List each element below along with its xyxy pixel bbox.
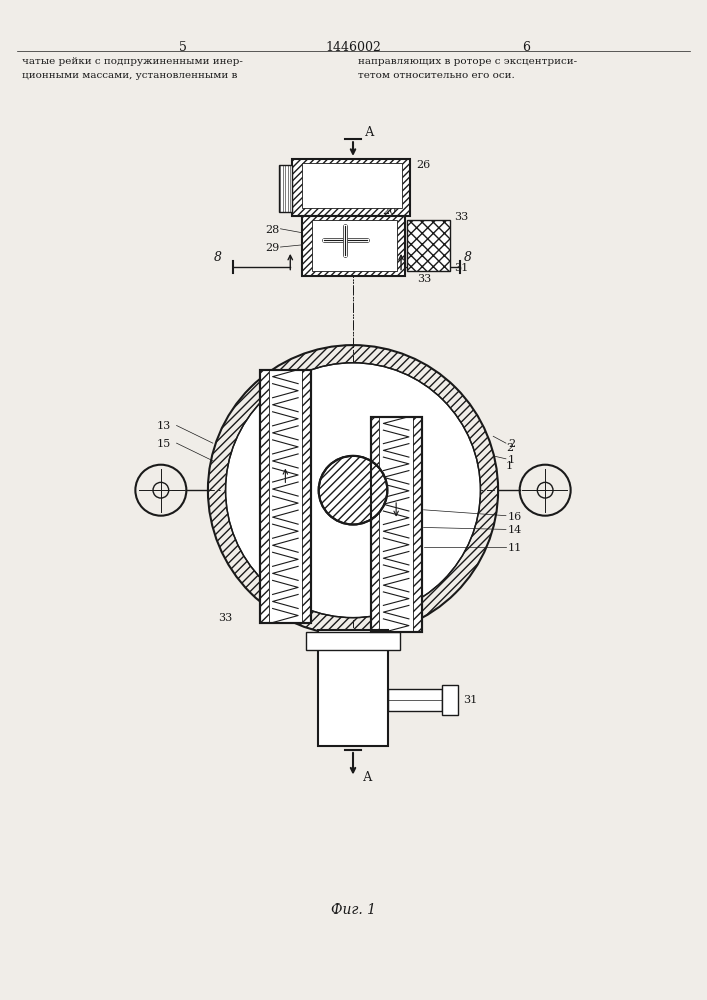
Bar — [312, 220, 397, 271]
Text: 11: 11 — [508, 543, 522, 553]
Bar — [302, 163, 402, 208]
Text: 20: 20 — [382, 206, 397, 216]
Bar — [370, 417, 421, 632]
Text: направляющих в роторе с эксцентриси-: направляющих в роторе с эксцентриси- — [358, 57, 577, 66]
Text: 28: 28 — [265, 225, 279, 235]
Text: 31: 31 — [454, 263, 468, 273]
Text: А: А — [363, 771, 373, 784]
Bar — [388, 689, 442, 711]
Text: А: А — [365, 126, 374, 139]
Text: 13: 13 — [157, 421, 171, 431]
Bar — [407, 220, 450, 271]
Text: Фиг. 1: Фиг. 1 — [330, 903, 375, 917]
Text: чатые рейки с подпружиненными инер-: чатые рейки с подпружиненными инер- — [22, 57, 243, 66]
Circle shape — [319, 456, 387, 525]
Bar — [292, 159, 410, 216]
Bar — [302, 370, 311, 623]
Text: 1: 1 — [508, 455, 515, 465]
Text: 8: 8 — [214, 251, 222, 264]
Bar — [292, 159, 410, 216]
Bar — [370, 417, 421, 632]
Text: 31: 31 — [463, 695, 477, 705]
Text: 32: 32 — [382, 236, 395, 245]
Text: 34: 34 — [370, 224, 383, 233]
Bar — [370, 417, 421, 632]
Bar — [370, 417, 380, 632]
Text: 5: 5 — [180, 41, 187, 54]
Text: 29: 29 — [265, 243, 279, 253]
Text: 2: 2 — [508, 439, 515, 449]
Bar — [413, 417, 421, 632]
Bar — [407, 220, 450, 271]
Bar — [260, 370, 269, 623]
Bar — [317, 630, 388, 746]
Text: 1: 1 — [506, 461, 513, 471]
Text: 8: 8 — [464, 251, 472, 264]
Text: тетом относительно его оси.: тетом относительно его оси. — [358, 71, 515, 80]
Bar — [279, 165, 292, 212]
Bar — [306, 632, 400, 650]
Bar — [370, 417, 380, 632]
Text: ционными массами, установленными в: ционными массами, установленными в — [22, 71, 237, 80]
Text: 33: 33 — [218, 613, 232, 623]
Bar — [260, 370, 311, 623]
Bar — [413, 417, 421, 632]
Text: 6: 6 — [522, 41, 530, 54]
Bar — [260, 370, 311, 623]
Bar — [302, 216, 405, 276]
Text: 15: 15 — [157, 439, 171, 449]
Bar — [302, 370, 311, 623]
Text: 33: 33 — [416, 274, 431, 284]
Text: 1446002: 1446002 — [325, 41, 381, 54]
Text: 16: 16 — [508, 512, 522, 522]
Text: 26: 26 — [416, 160, 430, 170]
Bar — [302, 216, 405, 276]
Bar — [260, 370, 311, 623]
Bar — [317, 630, 388, 746]
Text: 14: 14 — [508, 525, 522, 535]
Bar — [442, 685, 458, 715]
Bar — [388, 689, 442, 711]
Circle shape — [226, 363, 481, 618]
Text: 33: 33 — [454, 212, 468, 222]
Text: 2: 2 — [506, 443, 513, 453]
Bar — [260, 370, 269, 623]
